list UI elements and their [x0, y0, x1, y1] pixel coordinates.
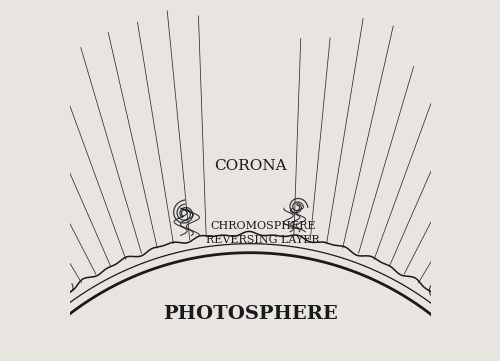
Text: CHROMOSPHERE: CHROMOSPHERE: [210, 221, 316, 231]
Text: CORONA: CORONA: [214, 159, 286, 173]
Text: PHOTOSPHERE: PHOTOSPHERE: [162, 305, 338, 323]
Text: REVERSING LAYER: REVERSING LAYER: [206, 235, 320, 245]
